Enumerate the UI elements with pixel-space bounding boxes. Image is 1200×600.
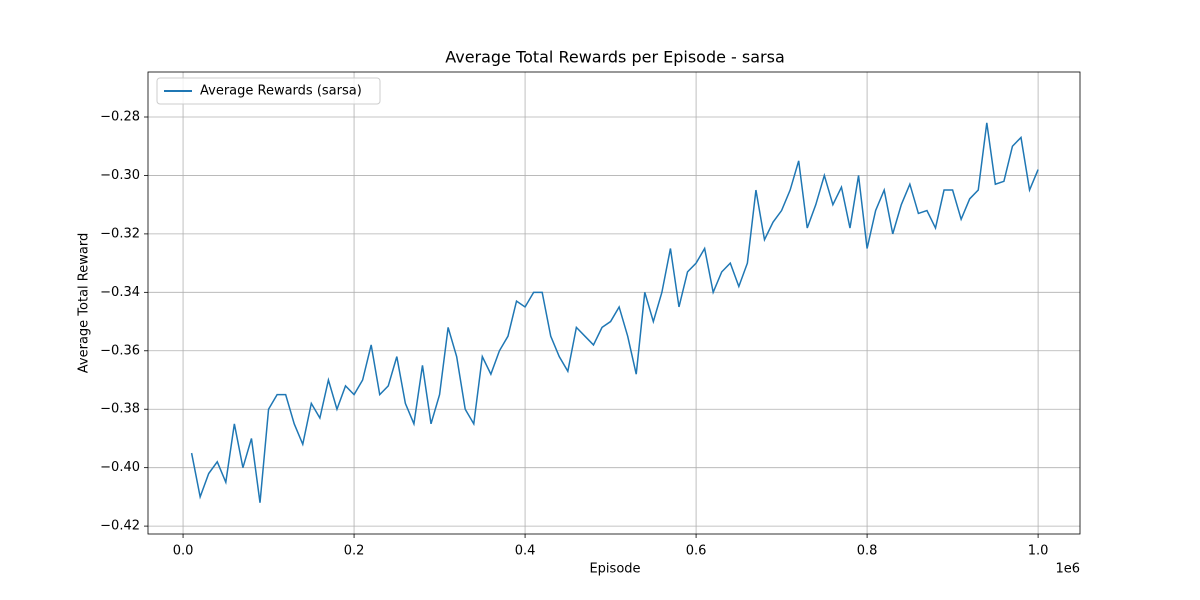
legend: Average Rewards (sarsa) (156, 77, 381, 105)
y-tick-label: −0.34 (100, 285, 140, 300)
y-tick-label: −0.38 (100, 402, 140, 417)
plot-frame (147, 71, 1081, 535)
y-tick-label: −0.30 (100, 168, 140, 183)
x-tick-label: 0.0 (173, 544, 194, 559)
y-tick-label: −0.28 (100, 110, 140, 125)
y-tick-label: −0.32 (100, 226, 140, 241)
x-tick-label: 0.2 (344, 544, 365, 559)
x-tick-label: 1.0 (1028, 544, 1049, 559)
x-axis-label: Episode (589, 562, 640, 577)
data-layer (190, 122, 1039, 503)
y-tick-label: −0.40 (100, 460, 140, 475)
y-tick-label: −0.36 (100, 343, 140, 358)
legend-label: Average Rewards (sarsa) (200, 84, 362, 99)
x-tick-label: 0.4 (515, 544, 536, 559)
x-tick-label: 0.6 (686, 544, 707, 559)
y-tick-label: −0.42 (100, 519, 140, 534)
data-line (190, 122, 1039, 503)
chart-title: Average Total Rewards per Episode - sars… (445, 48, 785, 67)
grid-layer (148, 72, 1080, 534)
x-tick-label: 0.8 (857, 544, 878, 559)
x-offset-label: 1e6 (1055, 562, 1080, 577)
legend-box (156, 77, 381, 105)
y-axis-label: Average Total Reward (77, 233, 92, 373)
